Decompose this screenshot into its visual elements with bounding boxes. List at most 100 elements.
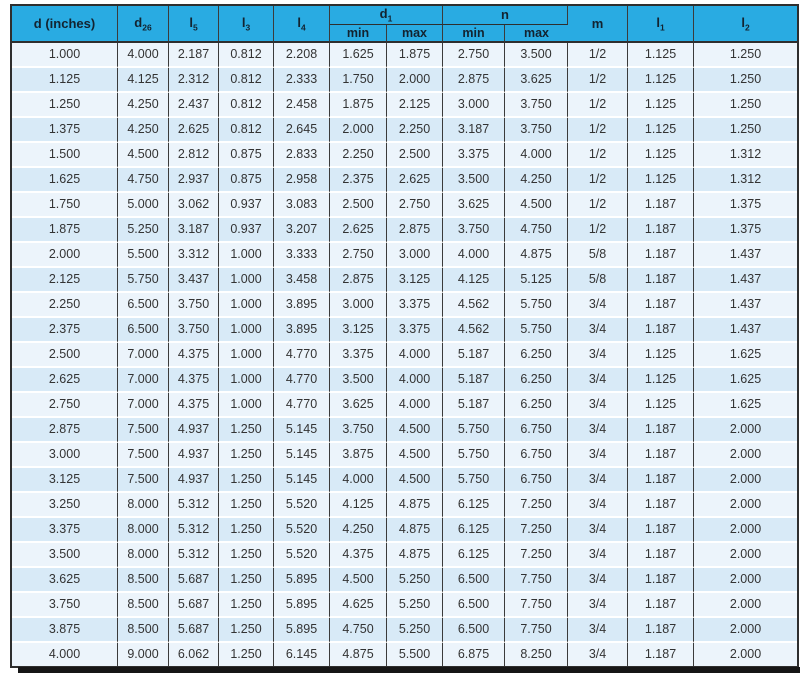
table-cell: 3/4: [568, 467, 629, 493]
table-cell: 4.770: [274, 342, 330, 368]
table-cell: 6.500: [443, 567, 505, 593]
table-cell: 2.000: [694, 517, 798, 543]
table-cell: 5.000: [118, 192, 169, 218]
table-cell: 2.625: [387, 167, 443, 193]
table-cell: 5.520: [274, 542, 330, 568]
header-label: l: [297, 14, 301, 30]
table-cell: 2.250: [330, 142, 387, 168]
table-cell: 1.000: [219, 367, 274, 393]
table-cell: 2.833: [274, 142, 330, 168]
dimension-table: d (inches) d26 l5 l3 l4 d1 n m l1 l2 min…: [12, 6, 798, 666]
table-row: 2.125 5.750 3.437 1.000 3.458 2.875 3.125 4.125…: [12, 267, 798, 293]
table-cell: 1.750: [330, 67, 387, 93]
table-cell: 1.187: [628, 617, 695, 643]
table-cell: 1.250: [219, 467, 274, 493]
table-cell: 3.625: [12, 567, 118, 593]
table-cell: 4.375: [169, 392, 219, 418]
table-cell: 8.000: [118, 517, 169, 543]
table-cell: 3.083: [274, 192, 330, 218]
header-d-inches: d (inches): [12, 6, 118, 43]
table-cell: 1.187: [628, 317, 695, 343]
table-cell: 5.750: [443, 417, 505, 443]
table-cell: 5.750: [118, 267, 169, 293]
table-cell: 0.875: [219, 142, 274, 168]
header-label: n: [501, 7, 509, 23]
table-cell: 3.895: [274, 292, 330, 318]
table-cell: 5.312: [169, 492, 219, 518]
table-cell: 4.000: [118, 42, 169, 68]
table-cell: 4.000: [387, 392, 443, 418]
table-cell: 3.375: [12, 517, 118, 543]
subheader-d1-max: max: [387, 24, 443, 43]
table-cell: 4.125: [330, 492, 387, 518]
table-cell: 6.125: [443, 542, 505, 568]
table-cell: 2.625: [169, 117, 219, 143]
table-cell: 6.250: [505, 367, 569, 393]
table-cell: 2.312: [169, 67, 219, 93]
table-cell: 5.750: [443, 467, 505, 493]
table-cell: 4.375: [169, 367, 219, 393]
table-cell: 2.000: [694, 442, 798, 468]
table-cell: 7.500: [118, 442, 169, 468]
table-cell: 2.645: [274, 117, 330, 143]
table-cell: 5.687: [169, 617, 219, 643]
table-cell: 4.000: [443, 242, 505, 268]
header-subscript: 1: [659, 22, 665, 33]
table-cell: 8.500: [118, 567, 169, 593]
header-label: d (inches): [33, 15, 96, 31]
table-cell: 1/2: [568, 217, 629, 243]
table-cell: 4.770: [274, 367, 330, 393]
table-cell: 5.250: [387, 617, 443, 643]
header-subscript: 4: [300, 22, 306, 33]
table-cell: 3/4: [568, 342, 629, 368]
table-cell: 5.145: [274, 442, 330, 468]
table-row: 4.000 9.000 6.062 1.250 6.145 4.875 5.500 6.875…: [12, 642, 798, 666]
table-cell: 2.500: [387, 142, 443, 168]
table-cell: 3.333: [274, 242, 330, 268]
table-cell: 5.750: [505, 317, 569, 343]
table-cell: 6.750: [505, 417, 569, 443]
table-cell: 2.500: [330, 192, 387, 218]
table-cell: 2.000: [330, 117, 387, 143]
table-cell: 7.000: [118, 342, 169, 368]
table-cell: 1.437: [694, 267, 798, 293]
table-cell: 1.312: [694, 142, 798, 168]
table-cell: 4.500: [387, 467, 443, 493]
table-cell: 1.250: [219, 567, 274, 593]
table-cell: 1.375: [12, 117, 118, 143]
table-cell: 0.875: [219, 167, 274, 193]
table-cell: 1/2: [568, 117, 629, 143]
table-cell: 4.750: [505, 217, 569, 243]
table-cell: 1.125: [628, 117, 695, 143]
table-cell: 4.625: [330, 592, 387, 618]
table-cell: 3.312: [169, 242, 219, 268]
table-cell: 2.000: [694, 492, 798, 518]
header-n-group: n: [443, 6, 569, 25]
subheader-d1-min: min: [330, 24, 387, 43]
table-cell: 3.750: [12, 592, 118, 618]
table-cell: 2.875: [387, 217, 443, 243]
table-cell: 3/4: [568, 617, 629, 643]
table-cell: 3.875: [330, 442, 387, 468]
table-cell: 1.187: [628, 442, 695, 468]
table-row: 2.750 7.000 4.375 1.000 4.770 3.625 4.000 5.187…: [12, 392, 798, 418]
header-l5: l5: [169, 6, 219, 43]
table-cell: 1.187: [628, 267, 695, 293]
table-cell: 1.125: [628, 67, 695, 93]
header-label: l: [241, 14, 246, 30]
header-label: l: [189, 14, 193, 30]
table-cell: 5.125: [505, 267, 569, 293]
table-cell: 3.625: [443, 192, 505, 218]
table-cell: 6.125: [443, 492, 505, 518]
table-cell: 2.000: [694, 567, 798, 593]
table-cell: 2.187: [169, 42, 219, 68]
table-cell: 1.875: [330, 92, 387, 118]
table-cell: 1.187: [628, 642, 695, 666]
table-cell: 1.250: [219, 417, 274, 443]
header-m: m: [568, 6, 629, 43]
table-cell: 7.500: [118, 417, 169, 443]
table-cell: 4.000: [387, 342, 443, 368]
table-cell: 3.187: [169, 217, 219, 243]
header-l4: l4: [274, 6, 330, 43]
table-cell: 3.125: [387, 267, 443, 293]
